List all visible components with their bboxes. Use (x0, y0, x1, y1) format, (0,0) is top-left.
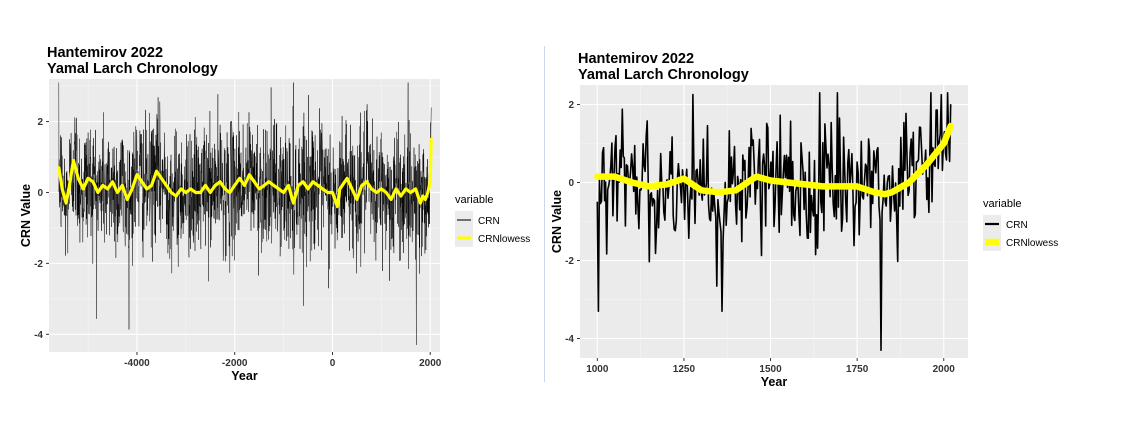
left-x-tick-label: -2000 (222, 358, 248, 369)
right-x-axis-title: Year (761, 375, 788, 389)
left-y-tick-label: -4 (34, 330, 43, 341)
panel-divider (544, 46, 545, 382)
right-x-tick-label: 1000 (586, 364, 609, 375)
left-x-tick-label: -4000 (124, 358, 150, 369)
left-series-crn-line (58, 82, 432, 346)
left-x-tick-label: 0 (330, 358, 336, 369)
right-chart-panel: Hantemirov 2022 Yamal Larch Chronology 100… (548, 0, 1125, 437)
left-plot-panel (49, 79, 440, 352)
right-y-tick-label: 2 (568, 100, 574, 111)
left-y-tick-label: 2 (37, 117, 43, 128)
right-legend-title: variable (983, 198, 1022, 210)
left-series-crnlowess-line (57, 137, 433, 209)
right-chart-subtitle: Yamal Larch Chronology (578, 67, 749, 83)
right-y-tick-label: 0 (568, 178, 574, 189)
left-legend-label-crn: CRN (478, 216, 500, 227)
right-x-tick-label: 1250 (673, 364, 696, 375)
right-y-tick-label: -4 (565, 334, 574, 345)
right-chart-title: Hantemirov 2022 (578, 51, 694, 67)
left-y-axis-title: CRN Value (19, 184, 33, 247)
left-chart-title: Hantemirov 2022 (47, 45, 163, 61)
right-x-tick-label: 1500 (759, 364, 782, 375)
left-y-tick-label: -2 (34, 259, 43, 270)
left-x-tick-label: 2000 (419, 358, 442, 369)
left-legend-title: variable (455, 194, 494, 206)
left-chart-subtitle: Yamal Larch Chronology (47, 61, 218, 77)
left-legend-label-crnlowess: CRNlowess (478, 234, 530, 245)
right-y-axis-title: CRN Value (550, 190, 564, 253)
left-x-axis-title: Year (231, 369, 258, 383)
right-x-tick-label: 2000 (933, 364, 956, 375)
left-y-tick-label: 0 (37, 188, 43, 199)
right-series-crnlowess-line (594, 122, 954, 198)
right-y-tick-label: -2 (565, 256, 574, 267)
right-x-tick-label: 1750 (846, 364, 869, 375)
left-chart-panel: Hantemirov 2022 Yamal Larch Chronology -40… (0, 0, 540, 437)
right-legend-label-crnlowess: CRNlowess (1006, 238, 1058, 249)
right-legend-label-crn: CRN (1006, 220, 1028, 231)
